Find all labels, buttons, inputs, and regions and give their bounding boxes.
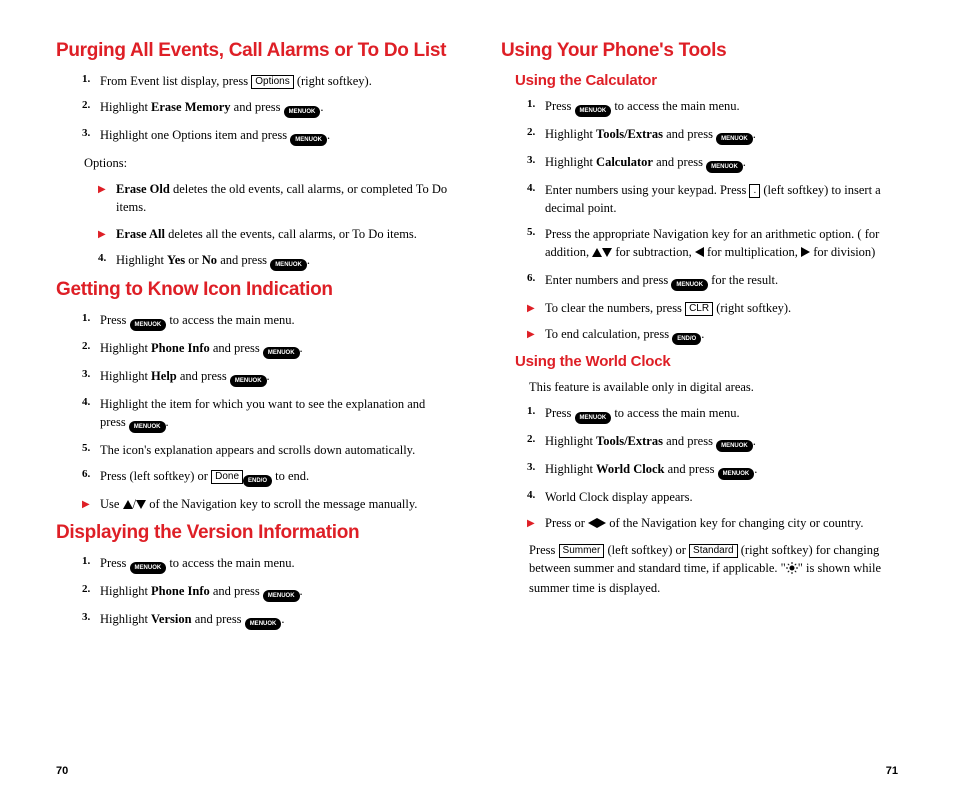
step-item: 3.Highlight World Clock and press MENUOK… bbox=[529, 460, 898, 480]
page-number-left: 70 bbox=[56, 765, 68, 777]
step-list: 1.From Event list display, press Options… bbox=[84, 72, 453, 146]
step-item: 1.Press MENUOK to access the main menu. bbox=[529, 404, 898, 424]
subsection-heading: Using the World Clock bbox=[515, 353, 898, 370]
menu-ok-key-icon: MENUOK bbox=[129, 421, 166, 433]
bullet-arrow-icon: ▶ bbox=[527, 517, 535, 532]
nav-left-icon bbox=[588, 515, 597, 533]
step-item: 2.Highlight Tools/Extras and press MENUO… bbox=[529, 125, 898, 145]
step-item: 3.Highlight one Options item and press M… bbox=[84, 126, 453, 146]
step-item: ▶Press or of the Navigation key for chan… bbox=[529, 514, 898, 533]
nav-left-icon bbox=[695, 244, 704, 262]
menu-ok-key-icon: MENUOK bbox=[671, 279, 708, 291]
menu-ok-key-icon: MENUOK bbox=[130, 562, 167, 574]
step-list: 1.Press MENUOK to access the main menu. 2… bbox=[84, 311, 453, 514]
step-item: 2.Highlight Tools/Extras and press MENUO… bbox=[529, 432, 898, 452]
softkey-options: Options bbox=[251, 75, 293, 89]
step-item: 3.Highlight Version and press MENUOK. bbox=[84, 610, 453, 630]
step-item: 1.Press MENUOK to access the main menu. bbox=[84, 311, 453, 331]
step-list: 1.Press MENUOK to access the main menu. 2… bbox=[529, 404, 898, 533]
step-item: 6.Enter numbers and press MENUOK for the… bbox=[529, 271, 898, 291]
end-key-icon: END/O bbox=[243, 475, 272, 487]
tail-text: Press Summer (left softkey) or Standard … bbox=[529, 541, 898, 597]
nav-up-icon bbox=[123, 496, 133, 514]
right-page: Using Your Phone's Tools Using the Calcul… bbox=[501, 40, 898, 775]
menu-ok-key-icon: MENUOK bbox=[706, 161, 743, 173]
menu-ok-key-icon: MENUOK bbox=[245, 618, 282, 630]
step-item: 1.From Event list display, press Options… bbox=[84, 72, 453, 90]
softkey-.: . bbox=[749, 184, 760, 198]
bullet-arrow-icon: ▶ bbox=[98, 183, 106, 198]
subsection-heading: Using the Calculator bbox=[515, 72, 898, 89]
section-heading: Purging All Events, Call Alarms or To Do… bbox=[56, 40, 453, 62]
step-item: 5.The icon's explanation appears and scr… bbox=[84, 441, 453, 459]
menu-ok-key-icon: MENUOK bbox=[290, 134, 327, 146]
section-heading: Getting to Know Icon Indication bbox=[56, 279, 453, 301]
step-item: ▶To clear the numbers, press CLR (right … bbox=[529, 299, 898, 317]
step-item: 4.World Clock display appears. bbox=[529, 488, 898, 506]
menu-ok-key-icon: MENUOK bbox=[716, 440, 753, 452]
step-item: ▶Erase Old deletes the old events, call … bbox=[100, 180, 453, 216]
lead-text: This feature is available only in digita… bbox=[529, 378, 898, 396]
softkey-summer: Summer bbox=[559, 544, 605, 558]
step-item: 3.Highlight Calculator and press MENUOK. bbox=[529, 153, 898, 173]
nav-right-icon bbox=[801, 244, 810, 262]
softkey-standard: Standard bbox=[689, 544, 738, 558]
sun-icon bbox=[786, 561, 798, 579]
softkey-done: Done bbox=[211, 470, 243, 484]
step-item: 1.Press MENUOK to access the main menu. bbox=[84, 554, 453, 574]
menu-ok-key-icon: MENUOK bbox=[263, 590, 300, 602]
menu-ok-key-icon: MENUOK bbox=[716, 133, 753, 145]
section-heading: Displaying the Version Information bbox=[56, 522, 453, 544]
step-item: ▶Erase All deletes all the events, call … bbox=[100, 225, 453, 243]
step-item: ▶Use / of the Navigation key to scroll t… bbox=[84, 495, 453, 514]
menu-ok-key-icon: MENUOK bbox=[263, 347, 300, 359]
end-key-icon: END/O bbox=[672, 333, 701, 345]
step-item: 4.Highlight Yes or No and press MENUOK. bbox=[100, 251, 453, 271]
step-item: 4.Highlight the item for which you want … bbox=[84, 395, 453, 433]
nav-down-icon bbox=[136, 496, 146, 514]
page-number-right: 71 bbox=[886, 765, 898, 777]
menu-ok-key-icon: MENUOK bbox=[718, 468, 755, 480]
menu-ok-key-icon: MENUOK bbox=[575, 105, 612, 117]
step-item: 5.Press the appropriate Navigation key f… bbox=[529, 225, 898, 262]
softkey-clr: CLR bbox=[685, 302, 713, 316]
bullet-arrow-icon: ▶ bbox=[82, 498, 90, 513]
bullet-arrow-icon: ▶ bbox=[527, 328, 535, 343]
menu-ok-key-icon: MENUOK bbox=[270, 259, 307, 271]
step-item: 2.Highlight Phone Info and press MENUOK. bbox=[84, 339, 453, 359]
menu-ok-key-icon: MENUOK bbox=[284, 106, 321, 118]
step-item: ▶To end calculation, press END/O. bbox=[529, 325, 898, 345]
nav-up-icon bbox=[592, 244, 602, 262]
menu-ok-key-icon: MENUOK bbox=[575, 412, 612, 424]
step-item: 1.Press MENUOK to access the main menu. bbox=[529, 97, 898, 117]
nav-down-icon bbox=[602, 244, 612, 262]
step-list: 1.Press MENUOK to access the main menu. 2… bbox=[529, 97, 898, 345]
note-text: Options: bbox=[84, 154, 453, 172]
left-page: Purging All Events, Call Alarms or To Do… bbox=[56, 40, 453, 775]
step-item: 2.Highlight Erase Memory and press MENUO… bbox=[84, 98, 453, 118]
menu-ok-key-icon: MENUOK bbox=[230, 375, 267, 387]
step-item: 6.Press (left softkey) or DoneEND/O to e… bbox=[84, 467, 453, 487]
nav-right-icon bbox=[597, 515, 606, 533]
step-list: 1.Press MENUOK to access the main menu. 2… bbox=[84, 554, 453, 630]
section-heading: Using Your Phone's Tools bbox=[501, 40, 898, 62]
step-item: 3.Highlight Help and press MENUOK. bbox=[84, 367, 453, 387]
step-item: 4.Enter numbers using your keypad. Press… bbox=[529, 181, 898, 217]
bullet-arrow-icon: ▶ bbox=[98, 228, 106, 243]
menu-ok-key-icon: MENUOK bbox=[130, 319, 167, 331]
step-item: 2.Highlight Phone Info and press MENUOK. bbox=[84, 582, 453, 602]
bullet-arrow-icon: ▶ bbox=[527, 302, 535, 317]
step-list: ▶Erase Old deletes the old events, call … bbox=[100, 180, 453, 270]
